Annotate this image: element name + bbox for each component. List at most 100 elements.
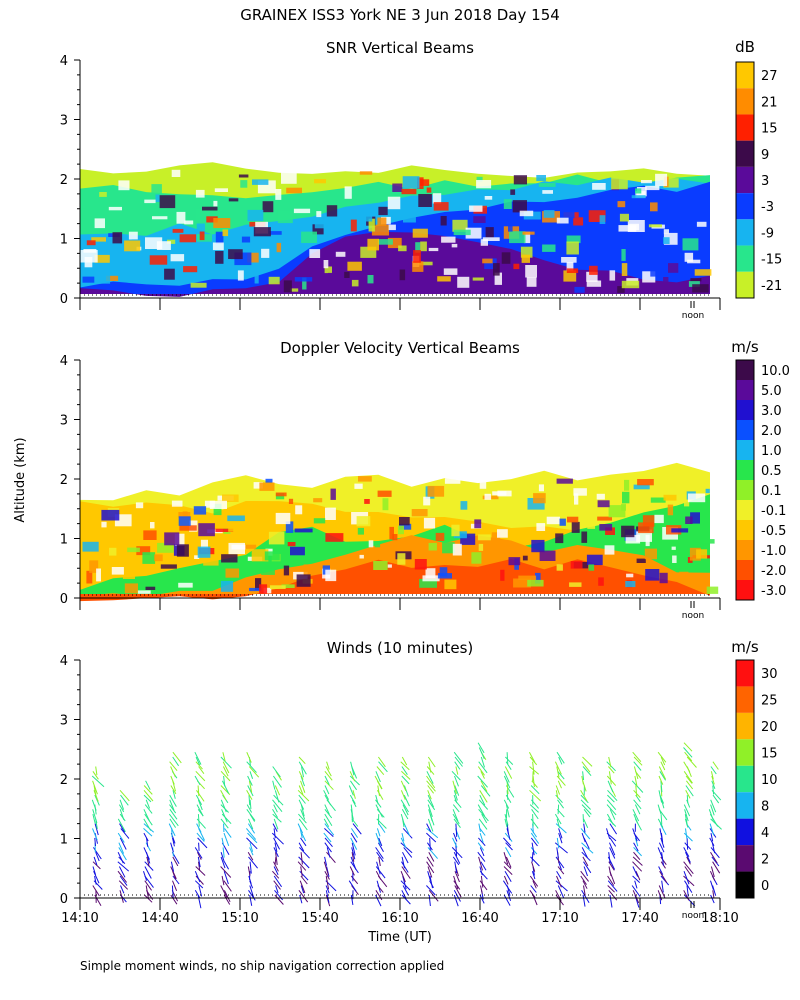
wind-barb [299,828,303,839]
wind-barb [429,837,431,851]
wind-barb [196,790,205,802]
wind-barb [454,785,460,796]
wind-barb [427,847,438,859]
wind-barb [92,809,98,824]
wind-barb [117,870,127,883]
wind-barb [659,828,663,840]
wind-barb [298,842,305,852]
colorbar-swatch [736,765,754,793]
heatmap-cell [108,206,122,211]
heatmap-cell [581,531,588,543]
heatmap-cell [638,522,654,534]
wind-barb [248,818,254,830]
wind-barb [117,818,126,832]
wind-barb [94,875,97,885]
wind-barb [607,789,618,802]
wind-barb [657,818,664,828]
wind-barb [196,804,204,817]
wind-barb [558,756,563,765]
heatmap-cell [200,539,208,552]
heatmap-cell [89,560,99,573]
heatmap-cell [281,171,297,184]
y-tick-label: 1 [60,533,68,548]
heatmap-cell [335,251,346,257]
heatmap-cell [228,542,245,555]
heatmap-cell [171,169,181,177]
heatmap-cell [518,575,537,581]
heatmap-cell [222,494,239,502]
wind-barb [608,866,612,877]
heatmap-cell [303,564,311,576]
colorbar-swatch [736,193,754,220]
wind-barb [298,890,309,903]
heatmap-cell [199,231,205,241]
wind-barb [376,766,385,776]
wind-barb [300,837,307,847]
wind-barb [402,804,409,816]
wind-barb [580,790,588,802]
heatmap-cell [460,533,476,545]
heatmap-cell [91,237,106,242]
heatmap-cell [485,227,494,238]
heatmap-cell [368,218,375,232]
wind-barb [709,837,715,847]
wind-barb [403,823,411,837]
wind-barb [377,842,384,853]
heatmap-cell [533,493,546,504]
heatmap-cell [494,272,502,285]
wind-barb [453,751,464,764]
wind-barb [119,890,124,903]
wind-barb [378,856,381,866]
wind-barb [172,837,175,847]
heatmap-cell [519,210,534,217]
heatmap-cell [387,564,392,568]
colorbar-swatch [736,560,754,580]
wind-barb [658,790,663,803]
heatmap-cell [150,522,155,529]
heatmap-cell [611,177,628,190]
wind-barb [633,813,639,824]
wind-barb [375,804,383,818]
wind-barb [609,847,616,859]
wind-barb [376,790,384,800]
heatmap-cell [155,194,160,202]
wind-barb [324,804,330,815]
heatmap-cell [313,498,323,503]
colorbar-swatch [736,520,754,540]
wind-barb [609,894,613,908]
heatmap-cell [194,555,200,559]
heatmap-cell [399,523,412,530]
wind-barb [143,789,154,802]
colorbar-label: 8 [761,799,769,814]
wind-barb [194,847,203,859]
heatmap-cell [377,239,393,245]
wind-barb [583,818,589,829]
wind-barb [427,866,433,878]
wind-barb [273,847,279,858]
heatmap-cell [174,533,185,546]
heatmap-cell [171,500,183,507]
wind-barb [94,823,99,836]
wind-barb [427,785,434,794]
heatmap-cell [261,568,275,575]
wind-barb [478,818,488,830]
wind-barb [299,847,310,859]
wind-barb [352,823,362,835]
wind-barb [272,780,276,790]
heatmap-cell [482,258,493,264]
wind-barb [350,828,359,838]
heatmap-cell [687,259,701,264]
wind-barb [378,761,388,773]
wind-barb [607,780,614,793]
heatmap-cell [326,205,338,217]
wind-barb [480,785,491,797]
wind-barb [92,828,98,841]
wind-barb [554,813,562,825]
heatmap-cell [527,579,544,587]
heatmap-cell [378,206,388,216]
colorbar-swatch [736,420,754,440]
wind-barb [273,861,279,872]
heatmap-cell [179,525,197,531]
heatmap-cell [453,229,471,236]
wind-barb [220,885,228,898]
